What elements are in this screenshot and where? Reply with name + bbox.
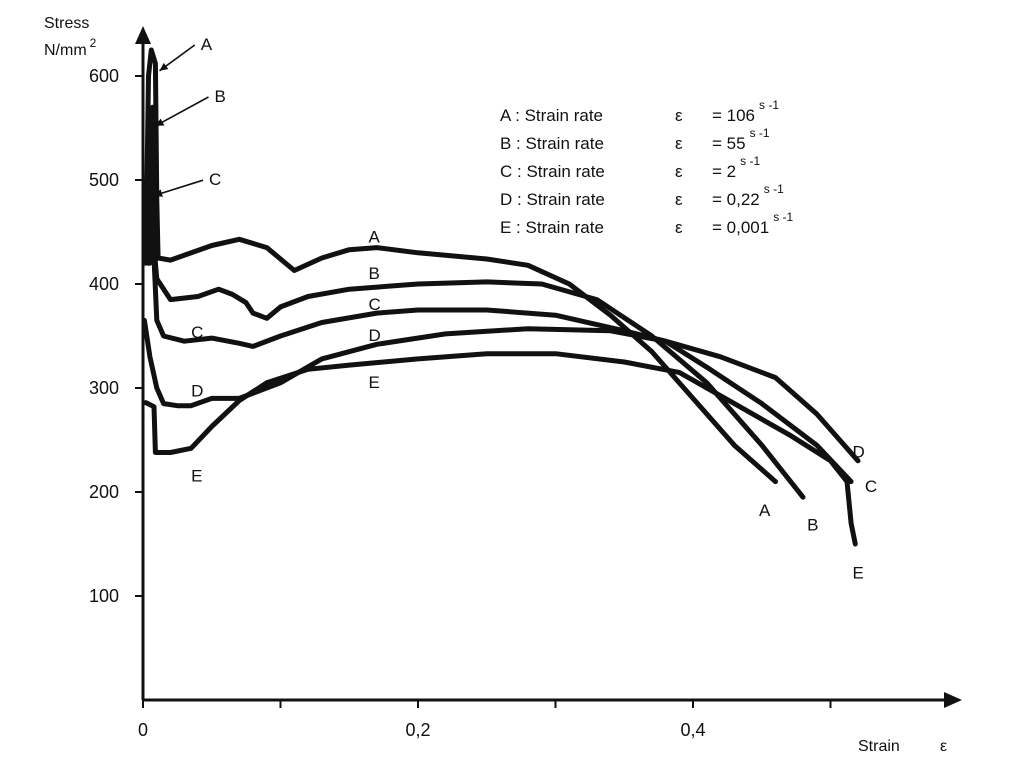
pointer-label-a: A bbox=[201, 35, 213, 54]
legend-symbol: ε bbox=[675, 190, 683, 209]
y-tick-label: 500 bbox=[89, 170, 119, 190]
legend-text: A : Strain rate bbox=[500, 106, 603, 125]
series-b-line bbox=[147, 104, 806, 500]
legend-value: = 0,001 bbox=[712, 218, 769, 237]
legend-symbol: ε bbox=[675, 218, 683, 237]
pointer-label-b: B bbox=[215, 87, 226, 106]
legend-unit: s -1 bbox=[764, 182, 784, 196]
curve-label-b: B bbox=[369, 264, 380, 283]
curve-label-e: E bbox=[191, 467, 202, 486]
curve-label-d: D bbox=[191, 381, 203, 400]
legend-unit: s -1 bbox=[750, 126, 770, 140]
y-tick-label: 600 bbox=[89, 66, 119, 86]
y-axis-label-unit: N/mm 2 bbox=[44, 36, 97, 59]
x-axis-label: Strain bbox=[858, 738, 900, 755]
curve-group bbox=[141, 47, 861, 547]
legend-text: E : Strain rate bbox=[500, 218, 604, 237]
legend-unit: s -1 bbox=[740, 154, 760, 168]
y-tick-label: 400 bbox=[89, 274, 119, 294]
y-axis-label-line1: Stress bbox=[44, 15, 89, 32]
legend-value: = 0,22 bbox=[712, 190, 760, 209]
legend-unit: s -1 bbox=[773, 210, 793, 224]
y-axis-unit: N/mm bbox=[44, 42, 87, 59]
curve-label-d: D bbox=[369, 326, 381, 345]
curve-label-a: A bbox=[759, 501, 771, 520]
legend-value: = 2 bbox=[712, 162, 736, 181]
pointer-arrowhead bbox=[155, 118, 165, 126]
legend-text: C : Strain rate bbox=[500, 162, 605, 181]
legend-symbol: ε bbox=[675, 162, 683, 181]
curve-label-d: D bbox=[853, 443, 865, 462]
pointer-arrowhead bbox=[159, 62, 169, 71]
y-tick-label: 300 bbox=[89, 378, 119, 398]
x-tick-label: 0,2 bbox=[405, 720, 430, 740]
curve-label-c: C bbox=[369, 295, 381, 314]
y-axis-arrow bbox=[135, 26, 151, 44]
pointer-arrowhead bbox=[154, 189, 163, 197]
series-d-line bbox=[141, 317, 861, 464]
x-tick-label: 0,4 bbox=[680, 720, 705, 740]
series-c-line bbox=[146, 198, 854, 485]
curve-label-e: E bbox=[853, 563, 864, 582]
pointer-line bbox=[153, 179, 204, 197]
y-axis-unit-exponent: 2 bbox=[90, 36, 97, 50]
legend-symbol: ε bbox=[675, 106, 683, 125]
tick-group: 100 200 300 400 500 600 0 0,2 0,4 bbox=[89, 66, 832, 740]
x-axis-arrow bbox=[944, 692, 962, 708]
curve-label-b: B bbox=[807, 515, 818, 534]
legend-value: = 106 bbox=[712, 106, 755, 125]
y-tick-label: 100 bbox=[89, 586, 119, 606]
x-axis-symbol: ε bbox=[940, 738, 947, 755]
legend-text: D : Strain rate bbox=[500, 190, 605, 209]
y-tick-label: 200 bbox=[89, 482, 119, 502]
series-e-line bbox=[143, 351, 858, 547]
legend-text: B : Strain rate bbox=[500, 134, 604, 153]
curve-label-e: E bbox=[369, 373, 380, 392]
legend-value: = 55 bbox=[712, 134, 746, 153]
curve-label-c: C bbox=[191, 323, 203, 342]
curve-label-a: A bbox=[369, 227, 381, 246]
legend-unit: s -1 bbox=[759, 98, 779, 112]
pointer-line bbox=[154, 96, 209, 127]
pointer-label-c: C bbox=[209, 170, 221, 189]
legend-symbol: ε bbox=[675, 134, 683, 153]
x-tick-label: 0 bbox=[138, 720, 148, 740]
curve-label-c: C bbox=[865, 477, 877, 496]
